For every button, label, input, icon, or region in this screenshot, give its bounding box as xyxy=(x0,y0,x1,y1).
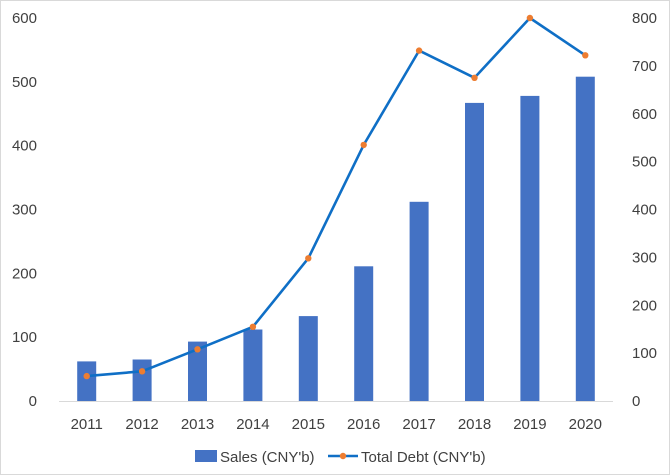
x-tick-label: 2020 xyxy=(569,416,602,433)
y-right-tick-label: 300 xyxy=(632,249,657,266)
x-tick-label: 2012 xyxy=(125,416,158,433)
y-left-tick-label: 200 xyxy=(12,265,37,282)
point-total-debt-2017 xyxy=(415,47,423,54)
y-right-tick-label: 200 xyxy=(632,297,657,314)
x-tick-label: 2017 xyxy=(402,416,435,433)
point-total-debt-2016 xyxy=(360,141,367,149)
bar-sales-2019 xyxy=(520,95,540,402)
x-tick-label: 2019 xyxy=(513,416,546,433)
y-left-tick-label: 400 xyxy=(12,138,37,155)
y-right-tick-label: 100 xyxy=(632,345,657,362)
legend-swatch-total-debt-marker xyxy=(339,452,347,460)
y-left-tick-label: 300 xyxy=(12,202,37,219)
bar-sales-2012 xyxy=(132,359,152,401)
point-total-debt-2013 xyxy=(194,346,201,353)
y-right-tick-label: 500 xyxy=(632,154,657,171)
x-tick-label: 2016 xyxy=(347,416,380,433)
y-left-tick-label: 0 xyxy=(29,393,37,410)
legend: Sales (CNY'b) Total Debt (CNY'b) xyxy=(195,449,486,466)
axes-layer: 2011 2012 2013 2014 2015 2016 2017 2018 2019 2020… xyxy=(12,10,657,433)
bar-sales-2011 xyxy=(77,361,97,401)
y-right-tick-label: 400 xyxy=(632,202,657,219)
x-tick-label: 2014 xyxy=(236,416,269,433)
x-tick-label: 2015 xyxy=(292,416,325,433)
bar-sales-2015 xyxy=(298,316,318,401)
x-tick-label: 2018 xyxy=(458,416,491,433)
legend-label-total-debt: Total Debt (CNY'b) xyxy=(361,449,486,466)
line-layer xyxy=(83,14,589,380)
point-total-debt-2015 xyxy=(305,255,312,262)
bar-sales-2013 xyxy=(188,341,207,401)
bars-layer xyxy=(77,76,595,402)
x-tick-label: 2011 xyxy=(71,416,103,433)
bar-sales-2014 xyxy=(243,329,263,401)
x-tick-label: 2013 xyxy=(181,416,214,433)
bar-sales-2018 xyxy=(465,102,484,402)
point-total-debt-2020 xyxy=(582,52,589,59)
point-total-debt-2012 xyxy=(138,368,146,375)
bar-sales-2016 xyxy=(354,266,374,401)
point-total-debt-2018 xyxy=(471,74,478,82)
legend-swatch-sales xyxy=(195,450,217,462)
y-right-tick-label: 700 xyxy=(632,58,657,75)
line-total-debt xyxy=(86,16,587,378)
y-left-tick-label: 100 xyxy=(12,329,37,346)
y-right-tick-label: 0 xyxy=(632,393,640,410)
y-right-tick-label: 800 xyxy=(632,10,657,27)
legend-label-sales: Sales (CNY'b) xyxy=(220,449,315,466)
point-total-debt-2014 xyxy=(249,323,257,330)
point-total-debt-2019 xyxy=(526,14,534,22)
bar-sales-2020 xyxy=(575,76,595,401)
point-total-debt-2011 xyxy=(83,372,90,380)
bar-sales-2017 xyxy=(409,201,429,401)
y-right-tick-label: 600 xyxy=(632,106,657,123)
y-left-tick-label: 500 xyxy=(12,74,37,91)
y-left-tick-label: 600 xyxy=(12,10,37,27)
